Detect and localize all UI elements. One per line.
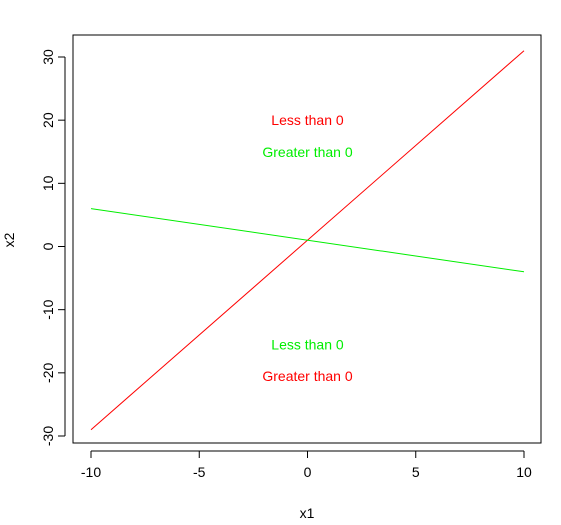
y-tick-label: -20 [40,363,56,383]
annotation-label: Less than 0 [271,336,344,352]
x-axis-label: x1 [300,505,315,521]
x-tick-label: 10 [516,464,532,480]
x-axis: -10 -5 0 5 10 [81,450,532,480]
y-tick-label: 10 [40,175,56,191]
y-axis-label: x2 [1,232,17,247]
y-tick-label: -30 [40,426,56,446]
annotation-label: Greater than 0 [262,368,352,384]
x-tick-label: -5 [193,464,206,480]
y-tick-label: 20 [40,112,56,128]
x-tick-label: -10 [81,464,101,480]
x-tick-label: 0 [304,464,312,480]
annotation-layer: Less than 0 Greater than 0 Less than 0 Grea… [262,112,352,384]
y-tick-label: -10 [40,299,56,319]
plot-frame [72,34,542,444]
y-tick-label: 0 [40,242,56,250]
series-line-2 [90,208,525,273]
x-tick-label: 5 [412,464,420,480]
y-tick-label: 30 [40,49,56,65]
series-layer [90,50,525,431]
annotation-label: Greater than 0 [262,144,352,160]
annotation-label: Less than 0 [271,112,344,128]
y-axis: -30 -20 -10 0 10 20 30 [40,49,66,446]
